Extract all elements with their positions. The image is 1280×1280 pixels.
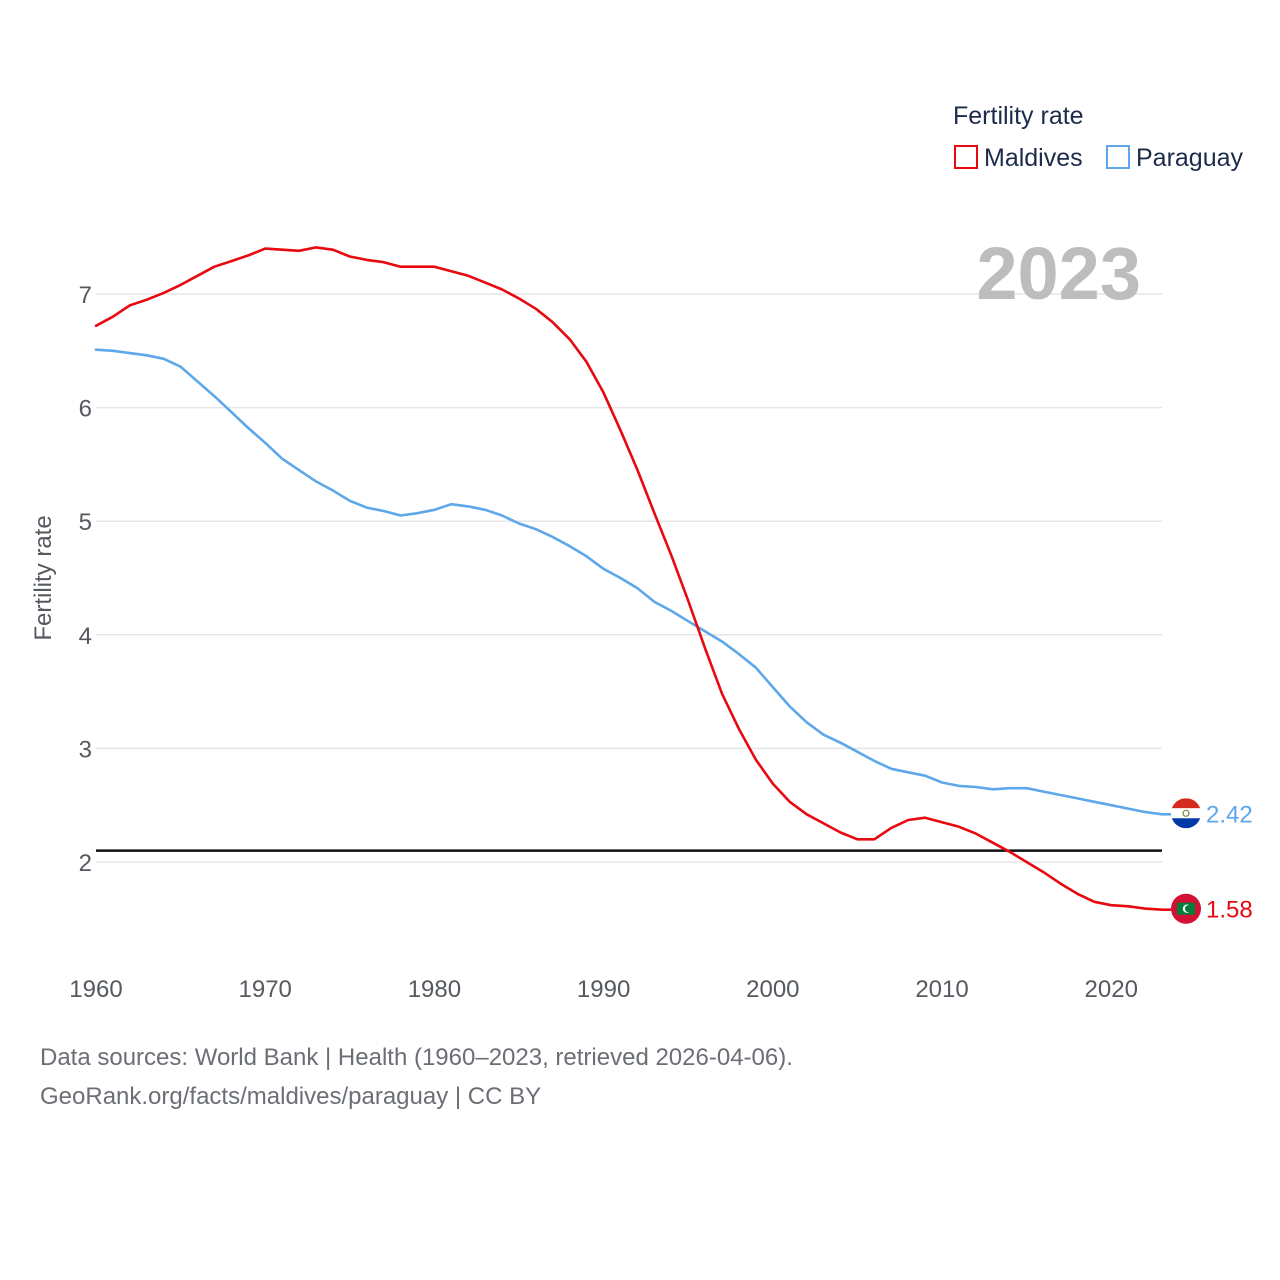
x-axis-ticks: 1960 1970 1980 1990 2000 2010 2020 bbox=[69, 976, 1138, 1003]
legend-swatch-maldives bbox=[954, 145, 978, 169]
series-lines bbox=[94, 246, 1164, 912]
x-tick-label: 2020 bbox=[1085, 976, 1138, 1003]
legend-swatch-paraguay bbox=[1106, 145, 1130, 169]
series-line-paraguay bbox=[94, 348, 1164, 816]
legend: Fertility rate Maldives Paraguay bbox=[953, 102, 1244, 172]
x-tick-label: 1960 bbox=[69, 976, 122, 1003]
x-tick-label: 1980 bbox=[408, 976, 461, 1003]
x-tick-label: 1970 bbox=[239, 976, 292, 1003]
maldives-flag-icon bbox=[1171, 893, 1201, 924]
year-label: 2023 bbox=[976, 232, 1141, 315]
end-markers: 1.58 2.42 bbox=[1162, 798, 1253, 924]
y-tick-label: 3 bbox=[79, 736, 92, 763]
y-tick-label: 4 bbox=[79, 623, 92, 650]
y-tick-label: 7 bbox=[79, 282, 92, 309]
y-axis-title: Fertility rate bbox=[30, 515, 57, 640]
gridlines bbox=[96, 293, 1162, 863]
end-value-label-paraguay: 2.42 bbox=[1206, 801, 1253, 828]
y-tick-label: 5 bbox=[79, 509, 92, 536]
y-tick-label: 2 bbox=[79, 850, 92, 877]
legend-title: Fertility rate bbox=[953, 102, 1084, 130]
paraguay-flag-icon bbox=[1171, 798, 1201, 829]
legend-label-maldives: Maldives bbox=[984, 144, 1083, 172]
end-value-label-maldives: 1.58 bbox=[1206, 897, 1253, 924]
x-tick-label: 1990 bbox=[577, 976, 630, 1003]
x-tick-label: 2010 bbox=[915, 976, 968, 1003]
x-tick-label: 2000 bbox=[746, 976, 799, 1003]
footer-credit: GeoRank.org/facts/maldives/paraguay | CC… bbox=[40, 1083, 542, 1110]
y-axis-ticks: 2 3 4 5 6 7 bbox=[79, 282, 92, 877]
series-line-maldives bbox=[94, 246, 1164, 912]
footer-source: Data sources: World Bank | Health (1960–… bbox=[40, 1044, 793, 1071]
y-tick-label: 6 bbox=[79, 396, 92, 423]
legend-label-paraguay: Paraguay bbox=[1136, 144, 1244, 172]
